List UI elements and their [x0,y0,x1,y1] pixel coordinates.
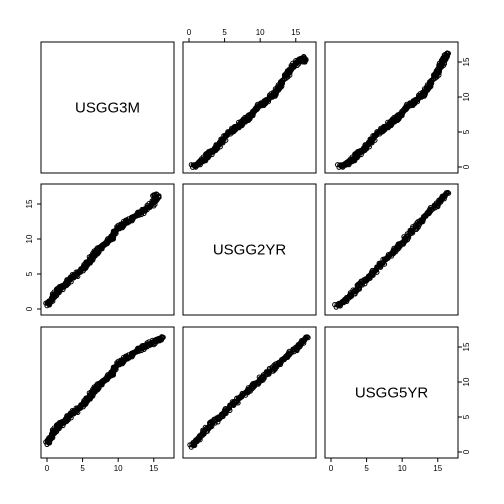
x-axis-bottom-usgg5yr: 0 5 10 15 [329,457,443,473]
data-point [302,59,308,65]
panel-frame [324,183,459,316]
tick-label: 5 [364,464,369,473]
tick-label: 10 [25,234,34,243]
panel-usgg5yr-vs-usgg3m [40,326,175,459]
y-axis-left-usgg2yr: 0 5 10 15 [25,199,42,311]
data-point [151,192,157,198]
panel-frame [182,326,317,459]
tick-label: 15 [291,28,300,37]
tick-label: 0 [462,164,471,169]
tick-label: 15 [433,464,442,473]
tick-label: 15 [462,57,471,66]
tick-label: 0 [329,464,334,473]
y-axis-right-usgg3m: 0 5 10 15 [457,57,471,169]
tick-label: 10 [114,464,123,473]
tick-label: 5 [222,28,227,37]
tick-label: 0 [45,464,50,473]
tick-label: 5 [462,129,471,134]
y-axis-right-usgg5yr: 0 5 10 15 [457,342,471,454]
tick-label: 15 [149,464,158,473]
data-point [159,335,165,341]
data-point [258,101,264,107]
x-axis-bottom-usgg3m: 0 5 10 15 [45,457,159,473]
tick-label: 0 [462,449,471,454]
panel-usgg5yr-vs-usgg5yr: USGG5YR [324,326,459,459]
data-point [303,335,309,341]
data-point [407,101,413,107]
tick-label: 5 [25,271,34,276]
tick-label: 5 [80,464,85,473]
x-axis-top-usgg2yr: 0 5 10 15 [187,28,301,43]
tick-label: 0 [25,306,34,311]
panel-usgg3m-vs-usgg3m: USGG3M [40,41,175,174]
tick-label: 10 [462,377,471,386]
panel-usgg2yr-vs-usgg5yr [324,183,459,316]
tick-label: 10 [256,28,265,37]
variable-label: USGG2YR [213,242,287,259]
panel-usgg3m-vs-usgg2yr [182,41,317,174]
variable-label: USGG3M [75,100,140,117]
tick-label: 10 [462,92,471,101]
data-point [444,51,450,57]
data-point [404,234,410,240]
tick-label: 10 [398,464,407,473]
panel-usgg3m-vs-usgg5yr [324,41,459,174]
data-point [260,374,266,381]
variable-label: USGG5YR [355,385,429,402]
panel-frame [40,41,175,174]
panel-frame [182,183,317,316]
data-point [444,190,450,197]
tick-label: 5 [462,414,471,419]
tick-label: 0 [187,28,192,37]
panel-usgg5yr-vs-usgg2yr [182,326,317,459]
panel-usgg2yr-vs-usgg3m [40,183,175,316]
tick-label: 15 [25,199,34,208]
panel-usgg2yr-vs-usgg2yr: USGG2YR [182,183,317,316]
tick-label: 15 [462,342,471,351]
